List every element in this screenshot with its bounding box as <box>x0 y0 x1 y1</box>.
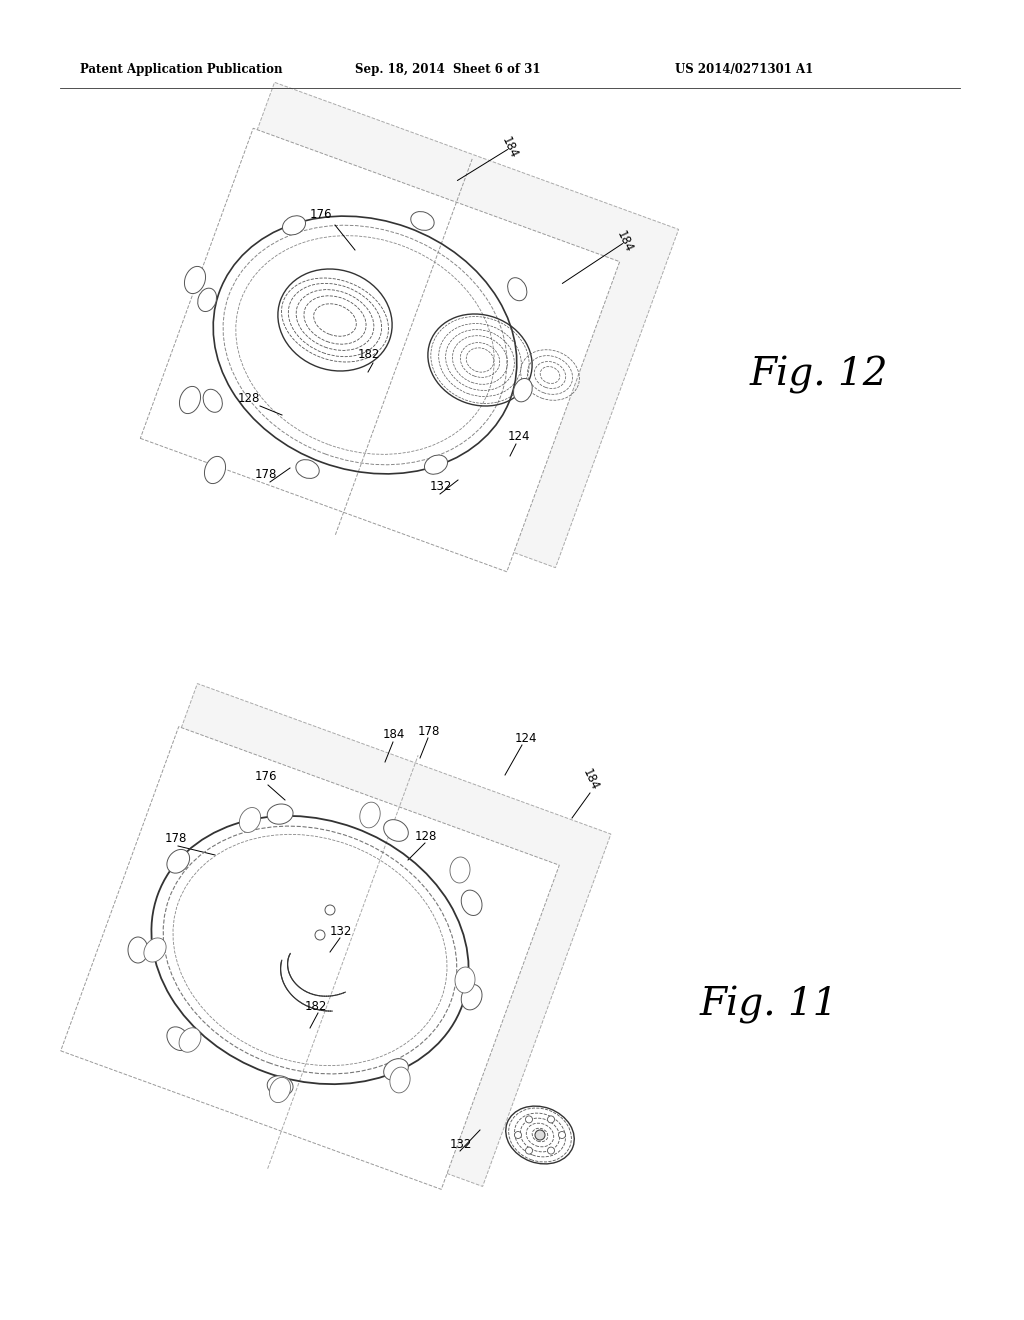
Ellipse shape <box>179 387 201 413</box>
Text: 132: 132 <box>330 925 352 939</box>
Ellipse shape <box>128 937 148 964</box>
Circle shape <box>315 931 325 940</box>
Ellipse shape <box>508 277 527 301</box>
Text: 178: 178 <box>418 725 440 738</box>
Ellipse shape <box>240 808 261 833</box>
Circle shape <box>325 906 335 915</box>
Ellipse shape <box>359 803 380 828</box>
Circle shape <box>548 1115 555 1123</box>
Circle shape <box>525 1115 532 1123</box>
Polygon shape <box>60 726 559 1189</box>
Text: 176: 176 <box>310 209 333 220</box>
Ellipse shape <box>411 211 434 231</box>
Circle shape <box>525 1147 532 1154</box>
Ellipse shape <box>450 857 470 883</box>
Text: 178: 178 <box>255 469 278 480</box>
Text: 124: 124 <box>515 733 538 744</box>
Text: Patent Application Publication: Patent Application Publication <box>80 63 283 77</box>
Text: 132: 132 <box>430 480 453 492</box>
Ellipse shape <box>167 850 189 873</box>
Ellipse shape <box>455 968 475 993</box>
Polygon shape <box>70 684 611 1187</box>
Ellipse shape <box>267 804 293 824</box>
Circle shape <box>558 1131 565 1138</box>
Ellipse shape <box>205 457 225 483</box>
Text: Sep. 18, 2014  Sheet 6 of 31: Sep. 18, 2014 Sheet 6 of 31 <box>355 63 541 77</box>
Text: 124: 124 <box>508 430 530 444</box>
Ellipse shape <box>203 389 222 412</box>
Text: 178: 178 <box>165 832 187 845</box>
Circle shape <box>514 1131 521 1138</box>
Text: 128: 128 <box>415 830 437 843</box>
Text: 182: 182 <box>358 348 380 360</box>
Text: 182: 182 <box>305 1001 328 1012</box>
Ellipse shape <box>461 985 482 1010</box>
Text: US 2014/0271301 A1: US 2014/0271301 A1 <box>675 63 813 77</box>
Text: Fig. 12: Fig. 12 <box>750 356 889 393</box>
Circle shape <box>535 1130 545 1140</box>
Ellipse shape <box>513 379 532 401</box>
Ellipse shape <box>144 939 166 962</box>
Text: 184: 184 <box>500 135 520 161</box>
Text: 176: 176 <box>255 770 278 783</box>
Polygon shape <box>152 82 679 568</box>
Text: Fig. 11: Fig. 11 <box>700 986 839 1024</box>
Ellipse shape <box>390 1067 411 1093</box>
Ellipse shape <box>461 890 482 916</box>
Text: 184: 184 <box>614 230 636 255</box>
Ellipse shape <box>425 455 447 474</box>
Circle shape <box>548 1147 555 1154</box>
Ellipse shape <box>269 1077 291 1102</box>
Ellipse shape <box>198 288 216 312</box>
Ellipse shape <box>179 1028 201 1052</box>
Ellipse shape <box>384 1059 409 1080</box>
Ellipse shape <box>167 1027 189 1051</box>
Text: 184: 184 <box>383 729 406 741</box>
Ellipse shape <box>283 215 305 235</box>
Text: 132: 132 <box>450 1138 472 1151</box>
Ellipse shape <box>384 820 409 841</box>
Polygon shape <box>140 128 620 572</box>
Ellipse shape <box>184 267 206 293</box>
Text: 128: 128 <box>238 392 260 405</box>
Ellipse shape <box>296 459 319 478</box>
Ellipse shape <box>267 1076 293 1096</box>
Text: 184: 184 <box>580 767 601 793</box>
